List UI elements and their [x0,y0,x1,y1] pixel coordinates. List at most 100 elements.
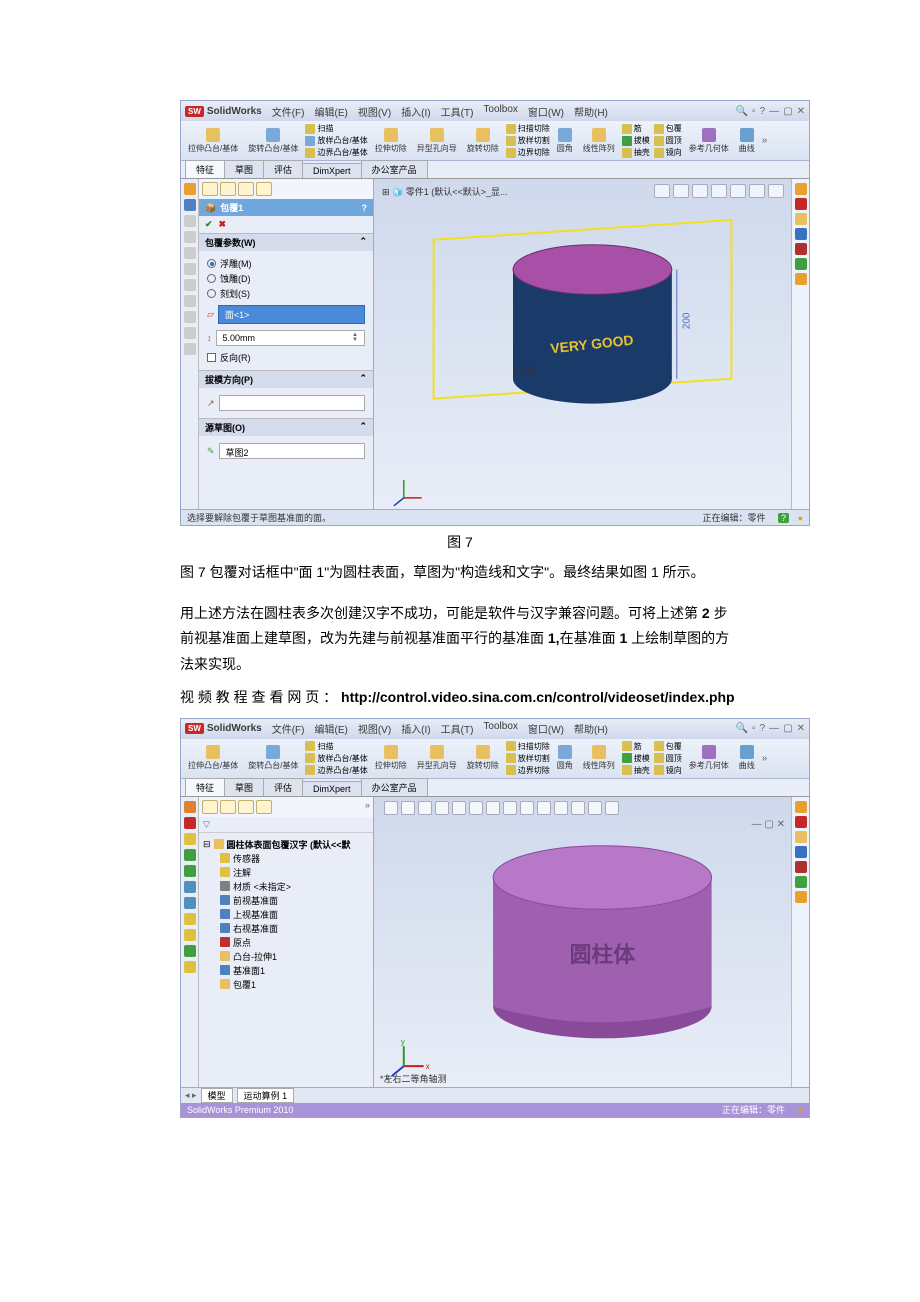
right-icon[interactable] [795,876,807,888]
source-sketch-input[interactable]: 草图2 [219,443,365,459]
view-tool-icon[interactable] [452,801,466,815]
tree-item[interactable]: 包覆1 [203,978,369,991]
ribbon-cut-revolve[interactable]: 旋转切除 [464,743,502,773]
right-icon[interactable] [795,801,807,813]
ribbon-rib[interactable]: 筋 [622,741,650,752]
ribbon-cut-extrude[interactable]: 拉伸切除 [372,126,410,156]
ribbon-refgeo[interactable]: 参考几何体 [686,126,732,156]
ribbon-cut-sweep[interactable]: 扫描切除 [506,741,550,752]
tab-model[interactable]: 模型 [201,1088,233,1103]
ribbon-cut-revolve[interactable]: 旋转切除 [464,126,502,156]
left-icon[interactable] [184,311,196,323]
ribbon-cut-extrude[interactable]: 拉伸切除 [372,743,410,773]
tab-sketch[interactable]: 草图 [224,160,264,178]
ribbon-hole[interactable]: 异型孔向导 [414,126,460,156]
ribbon-rib[interactable]: 筋 [622,123,650,134]
left-icon[interactable] [184,945,196,957]
tree-tab-icon[interactable] [238,800,254,814]
ribbon-extrude[interactable]: 拉伸凸台/基体 [185,743,241,773]
ribbon-curve[interactable]: 曲线 [736,126,758,156]
thickness-input[interactable]: 5.00mm ▲▼ [216,330,366,346]
reverse-checkbox[interactable]: 反向(R) [207,351,365,364]
maximize-icon[interactable]: ▢ [783,723,792,734]
tree-filter[interactable]: ▽ [199,817,373,833]
right-icon[interactable] [795,183,807,195]
ribbon-loft[interactable]: 放样凸台/基体 [305,753,367,764]
radio-scribe[interactable]: 刻划(S) [207,287,365,300]
left-icon[interactable] [184,913,196,925]
tree-tab-icon[interactable] [220,800,236,814]
left-icon[interactable] [184,801,196,813]
menu-insert[interactable]: 插入(I) [401,721,430,736]
menu-window[interactable]: 窗口(W) [528,721,564,736]
pm-section-pull[interactable]: 拔模方向(P)⌃ [199,370,373,388]
tree-item[interactable]: 材质 <未指定> [203,880,369,893]
pm-icon[interactable] [220,182,236,196]
canvas-window-controls[interactable]: — ▢ ✕ [752,819,785,830]
left-icon[interactable] [184,263,196,275]
ribbon-cut-sweep[interactable]: 扫描切除 [506,123,550,134]
tree-tab-icon[interactable] [256,800,272,814]
menu-tools[interactable]: 工具(T) [441,104,474,119]
menu-edit[interactable]: 编辑(E) [315,721,348,736]
right-icon[interactable] [795,273,807,285]
ribbon-shell[interactable]: 抽壳 [622,765,650,776]
ribbon-overflow[interactable]: » [762,135,768,146]
right-icon[interactable] [795,831,807,843]
help-icon[interactable]: ? [760,723,766,734]
ribbon-loft[interactable]: 放样凸台/基体 [305,135,367,146]
pm-icon[interactable] [202,182,218,196]
tree-item[interactable]: 注解 [203,866,369,879]
face-selection[interactable]: 面<1> [218,305,365,324]
graphics-canvas[interactable]: ⊞ 🧊 零件1 (默认<<默认>_显... VERY GOOD ⌀200 200 [374,179,791,509]
left-icon[interactable] [184,199,196,211]
tree-item[interactable]: 凸台-拉伸1 [203,950,369,963]
menu-view[interactable]: 视图(V) [358,104,391,119]
pm-cancel-icon[interactable]: ✖ [219,219,227,230]
left-icon[interactable] [184,865,196,877]
tree-item[interactable]: 右视基准面 [203,922,369,935]
ribbon-draft[interactable]: 拔模 [622,753,650,764]
ribbon-cut-boundary[interactable]: 边界切除 [506,147,550,158]
menu-help[interactable]: 帮助(H) [574,721,608,736]
left-icon[interactable] [184,897,196,909]
search-icon[interactable]: 🔍 [736,106,748,117]
right-icon[interactable] [795,243,807,255]
maximize-icon[interactable]: ▢ [783,106,792,117]
menu-help[interactable]: 帮助(H) [574,104,608,119]
graphics-canvas-2[interactable]: — ▢ ✕ 圆柱体 x y z *左右二等角轴测 [374,797,791,1087]
minimize-icon[interactable]: — [769,106,779,117]
tree-item[interactable]: 基准面1 [203,964,369,977]
view-tool-icon[interactable] [401,801,415,815]
view-tool-icon[interactable] [384,801,398,815]
canvas-tool-icon[interactable] [711,184,727,198]
ribbon-sweep[interactable]: 扫描 [305,741,367,752]
tab-office[interactable]: 办公室产品 [361,160,428,178]
menu-insert[interactable]: 插入(I) [401,104,430,119]
tab-features[interactable]: 特征 [185,160,225,178]
left-icon[interactable] [184,327,196,339]
ribbon-extrude[interactable]: 拉伸凸台/基体 [185,126,241,156]
left-icon[interactable] [184,817,196,829]
menu-tools[interactable]: 工具(T) [441,721,474,736]
pm-help-icon[interactable]: ? [362,203,368,213]
right-icon[interactable] [795,846,807,858]
search-icon[interactable]: 🔍 [736,723,748,734]
right-icon[interactable] [795,198,807,210]
tree-item[interactable]: 前视基准面 [203,894,369,907]
ribbon-refgeo[interactable]: 参考几何体 [686,743,732,773]
ribbon-fillet[interactable]: 圆角 [554,743,576,773]
pull-direction-input[interactable] [219,395,365,411]
view-tool-icon[interactable] [605,801,619,815]
menu-toolbox[interactable]: Toolbox [483,721,517,736]
view-tool-icon[interactable] [520,801,534,815]
view-tool-icon[interactable] [486,801,500,815]
ribbon-sweep[interactable]: 扫描 [305,123,367,134]
left-icon[interactable] [184,881,196,893]
tab-evaluate[interactable]: 评估 [263,160,303,178]
ribbon-cut-boundary[interactable]: 边界切除 [506,765,550,776]
tab-evaluate[interactable]: 评估 [263,778,303,796]
canvas-tool-icon[interactable] [730,184,746,198]
left-icon[interactable] [184,215,196,227]
ribbon-draft[interactable]: 拔模 [622,135,650,146]
